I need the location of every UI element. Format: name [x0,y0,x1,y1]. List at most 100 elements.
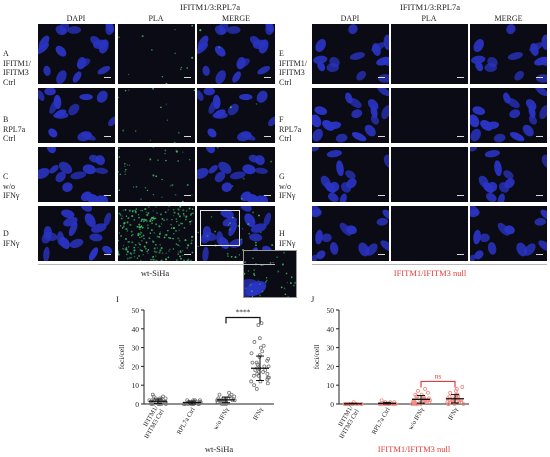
scale-bar [457,77,464,78]
data-point [254,387,259,391]
data-point [257,336,262,341]
y-axis-label: foci/cell [117,345,126,370]
x-tick-label: IFITM1/IFITM3 Ctrl [337,405,361,440]
svg-text:w/o IFNγ: w/o IFNγ [212,406,230,431]
right-tile-r1-pla [391,88,468,143]
scale-bar [184,254,191,255]
svg-text:RPL7a Ctrl: RPL7a Ctrl [371,406,392,435]
significance-label: **** [236,308,251,317]
left-tile-r3-dapi [38,206,115,261]
scale-bar [104,254,111,255]
left-tile-r1-pla [118,88,195,143]
data-point [252,340,257,344]
svg-text:IFNγ: IFNγ [252,406,265,421]
right-divider [312,264,547,265]
data-point [158,402,162,406]
data-point [460,385,465,389]
left-tile-r0-merge [197,24,275,84]
data-point [153,396,158,401]
data-point [164,402,168,406]
right-tile-r2-merge [470,147,547,202]
significance-bracket [225,316,261,324]
data-point [254,360,259,365]
data-point [426,390,430,395]
data-point [192,398,197,403]
x-tick-label: IFNγ [447,406,460,421]
scale-bar [457,195,464,196]
zoom-box [200,210,240,246]
x-tick-label: RPL7a Ctrl [176,406,197,435]
right-caption: IFITM1/IFITM3 null [393,268,467,278]
data-point [461,402,466,406]
chart-i: I 0 10 20 30 40 50 foci/cell IFITM1/IFITM3 Ctrl R… [116,294,274,454]
data-point [410,402,414,406]
left-col-header-dapi: DAPI [66,14,86,23]
data-point [263,368,268,373]
left-col-header-pla: PLA [148,14,164,23]
data-point [423,400,428,405]
scale-bar [457,136,464,137]
right-row-label-e: E IFITM1/IFITM3 Ctrl [279,49,307,87]
data-point [413,392,418,397]
chart-caption: IFITM1/IFITM3 null [378,444,451,454]
scale-bar [378,136,385,137]
scale-bar [184,195,191,196]
zoom-inset [243,250,297,298]
left-tile-r0-pla [118,24,195,84]
right-tile-r0-merge [470,24,547,84]
data-point [150,392,155,397]
data-point [158,396,162,401]
y-tick-label: 50 [132,306,140,315]
data-point [455,387,459,391]
data-point [198,398,202,403]
right-row-label-h: H IFNγ [279,229,296,248]
data-point [229,392,234,397]
right-tile-r2-pla [391,147,468,202]
data-point [260,349,265,354]
data-point [379,398,384,403]
scale-bar [264,77,271,78]
right-tile-r1-merge [470,88,547,143]
y-tick-label: 50 [327,306,335,315]
data-point [459,400,464,405]
data-point [252,373,256,378]
scale-bar [378,77,385,78]
scale-bar [104,195,111,196]
right-col-header-merge: MERGE [494,14,523,23]
data-point [151,394,156,399]
right-col-header-pla: PLA [421,14,437,23]
data-point [227,390,231,395]
right-tile-r0-dapi [312,24,389,84]
y-tick-label: 0 [135,400,139,409]
data-point [256,323,261,327]
scale-bar [536,136,543,137]
scale-bar [378,254,385,255]
data-point [448,390,453,395]
data-point [185,398,190,403]
y-tick-label: 20 [327,362,335,371]
y-axis-label: foci/cell [312,345,321,370]
data-point [255,362,260,367]
y-tick-label: 40 [132,325,140,334]
y-tick-label: 20 [132,362,140,371]
right-tile-r3-pla [391,206,468,261]
data-point [265,381,270,386]
svg-text:w/o IFNγ: w/o IFNγ [407,406,425,431]
data-point [266,364,271,369]
scale-bar [536,77,543,78]
x-tick-label: RPL7a Ctrl [371,406,392,435]
data-point [262,364,267,369]
data-point [445,402,450,406]
y-tick-label: 40 [327,325,335,334]
data-point [250,360,255,365]
data-point [261,343,266,348]
right-row-label-f: F RPL7a Ctrl [279,115,302,143]
scale-bar [104,136,111,137]
data-point [447,394,452,399]
scale-bar [264,136,271,137]
data-point [265,372,270,376]
svg-text:IFNγ: IFNγ [447,406,460,421]
significance-bracket [420,380,456,388]
